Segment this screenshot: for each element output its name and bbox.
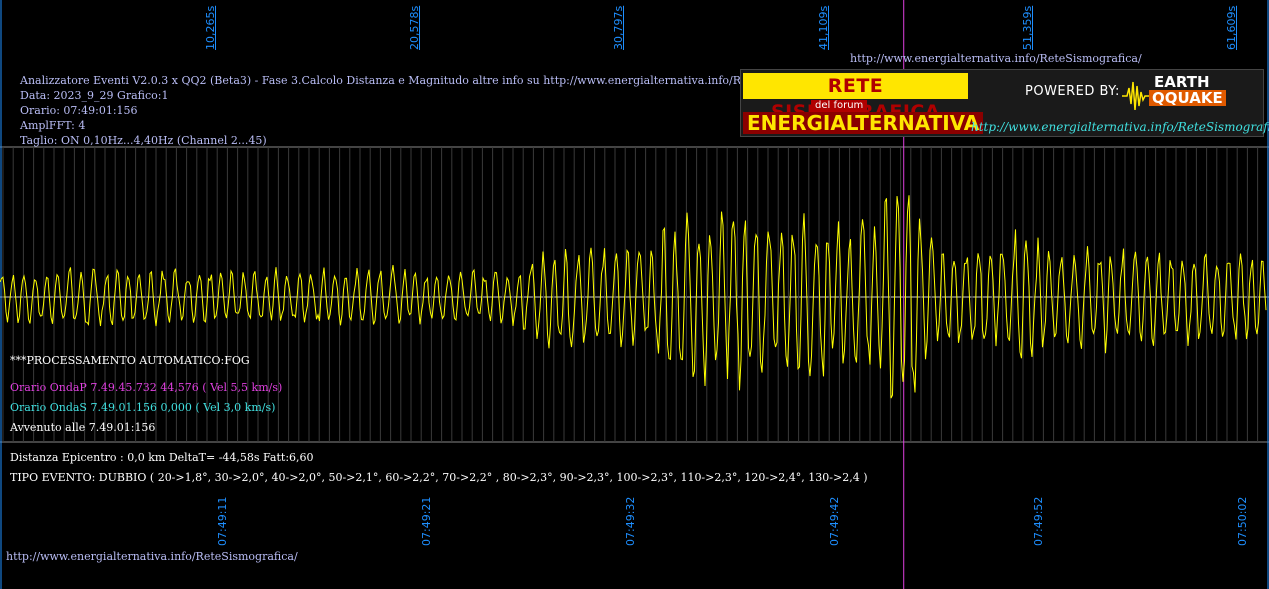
bottom-tick-label: 07:49:21 — [420, 496, 433, 546]
header-line-1: Analizzatore Eventi V2.0.3 x QQ2 (Beta3)… — [20, 74, 786, 87]
header-line-5: Taglio: ON 0,10Hz...4,40Hz (Channel 2...… — [20, 134, 267, 147]
banner-forum: del forum — [811, 100, 868, 112]
header-line-4: AmplFFT: 4 — [20, 119, 86, 132]
banner-title: RETE SISMOGRAFICA — [743, 73, 968, 123]
banner-url[interactable]: http://www.energialternativa.info/ReteSi… — [971, 120, 1269, 134]
top-tick-label: 61,609s — [1225, 5, 1238, 50]
tipo-evento: TIPO EVENTO: DUBBIO ( 20->1,8°, 30->2,0°… — [10, 471, 868, 484]
top-url[interactable]: http://www.energialternativa.info/ReteSi… — [850, 52, 1142, 65]
processing-title: ***PROCESSAMENTO AUTOMATICO:FOG — [10, 354, 250, 367]
top-tick-label: 41,109s — [817, 5, 830, 50]
top-tick-label: 20,578s — [408, 5, 421, 50]
top-tick-label: 51,359s — [1021, 5, 1034, 50]
header-line-2: Data: 2023_9_29 Grafico:1 — [20, 89, 169, 102]
banner-qquake: QQUAKE — [1149, 90, 1226, 106]
header-line-3: Orario: 07:49:01:156 — [20, 104, 138, 117]
banner-energialternativa: ENERGIALTERNATIVA — [743, 112, 984, 134]
bottom-tick-label: 07:49:32 — [624, 496, 637, 546]
banner-earth: EARTH — [1154, 73, 1210, 91]
rete-sismografica-banner[interactable]: RETE SISMOGRAFICA del forum ENERGIALTERN… — [740, 69, 1269, 137]
top-tick-label: 30,797s — [612, 5, 625, 50]
seismograph-logo-icon — [1122, 81, 1152, 111]
bottom-tick-label: 07:49:42 — [828, 496, 841, 546]
banner-powered-by: POWERED BY: — [1025, 84, 1120, 99]
bottom-tick-label: 07:50:02 — [1236, 496, 1249, 546]
distanza-epicentro: Distanza Epicentro : 0,0 km DeltaT= -44,… — [10, 451, 314, 464]
onda-p-time: Orario OndaP 7.49.45.732 44,576 ( Vel 5,… — [10, 381, 283, 394]
bottom-url[interactable]: http://www.energialternativa.info/ReteSi… — [6, 550, 298, 563]
onda-s-time: Orario OndaS 7.49.01.156 0,000 ( Vel 3,0… — [10, 401, 276, 414]
bottom-tick-label: 07:49:52 — [1032, 496, 1045, 546]
avvenuto-time: Avvenuto alle 7.49.01:156 — [10, 421, 156, 434]
top-tick-label: 10,265s — [204, 5, 217, 50]
bottom-tick-label: 07:49:11 — [216, 496, 229, 546]
waveform-series — [0, 195, 1267, 399]
